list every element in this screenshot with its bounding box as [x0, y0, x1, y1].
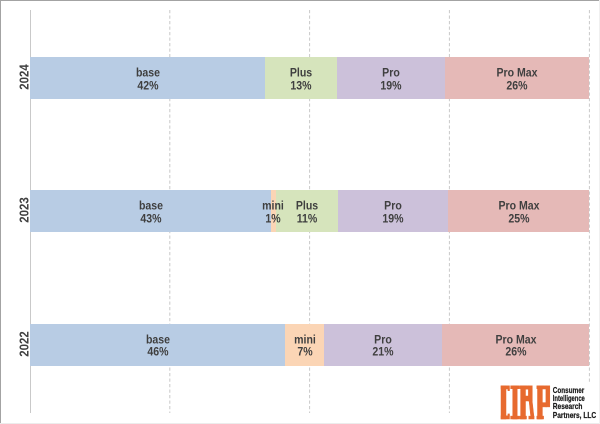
svg-text:Consumer: Consumer	[553, 386, 585, 395]
svg-text:Intelligence: Intelligence	[553, 394, 585, 403]
svg-text:Partners, LLC: Partners, LLC	[553, 411, 596, 420]
svg-text:Research: Research	[553, 402, 583, 411]
